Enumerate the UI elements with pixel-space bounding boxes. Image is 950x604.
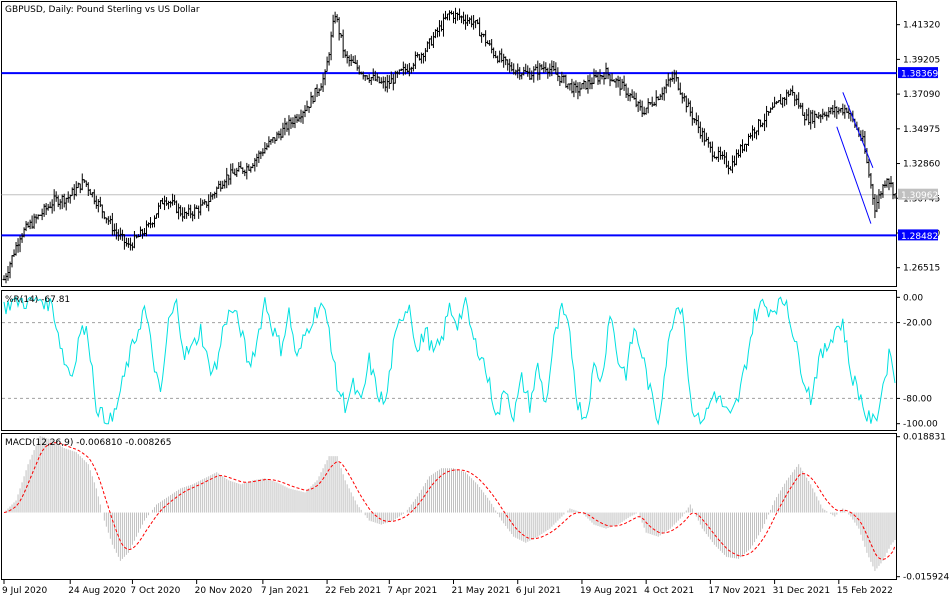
x-tick-label: 21 May 2021 (452, 586, 511, 596)
x-tick-label: 7 Oct 2020 (130, 586, 180, 596)
x-tick-label: 22 Feb 2021 (325, 586, 381, 596)
price-level-tag-label: 1.38369 (901, 70, 938, 80)
x-tick-label: 6 Jul 2021 (516, 586, 561, 596)
price-level-tag-label: 1.28482 (901, 232, 938, 242)
y-tick-label: 1.41320 (903, 21, 940, 31)
price-levels (1, 72, 897, 237)
macd-label: MACD(12,26,9) -0.006810 -0.008265 (5, 438, 171, 448)
price-level-tag (898, 67, 938, 79)
x-tick-label: 31 Dec 2021 (773, 586, 831, 596)
y-tick-label: -20.00 (903, 319, 932, 329)
ohlc-bar (893, 193, 897, 199)
x-tick-label: 20 Nov 2020 (195, 586, 253, 596)
y-tick-label: -100.00 (903, 420, 938, 430)
y-tick-label: 1.26515 (903, 264, 940, 274)
price-level-tag (898, 229, 938, 241)
y-tick-label: 0.00 (903, 293, 923, 303)
price-level-labels: 1.38369 1.28482 1.30962 (898, 67, 938, 242)
price-level-tag (898, 188, 938, 200)
wpr-y-axis: 0.00 -20.00 -80.00 -100.00 (896, 293, 938, 430)
y-tick-label: 0.018831 (903, 433, 946, 443)
x-axis: 9 Jul 2020 24 Aug 2020 7 Oct 2020 20 Nov 20… (2, 580, 893, 596)
chart-title: GBPUSD, Daily: Pound Sterling vs US Doll… (5, 5, 200, 15)
x-tick-label: 7 Apr 2021 (387, 586, 437, 596)
trendline (842, 92, 874, 168)
wpr-panel-frame (1, 290, 897, 431)
y-tick-label: 1.37090 (903, 90, 940, 100)
x-tick-label: 4 Oct 2021 (644, 586, 694, 596)
macd-y-axis: 0.018831 -0.015924 (896, 433, 949, 583)
x-tick-label: 7 Jan 2021 (261, 586, 309, 596)
macd-signal-line (3, 442, 896, 560)
x-tick-label: 24 Aug 2020 (68, 586, 126, 596)
x-tick-label: 15 Feb 2022 (837, 586, 893, 596)
y-tick-label: 1.32860 (903, 160, 940, 170)
trendlines (836, 92, 874, 224)
y-tick-label: 1.34975 (903, 125, 940, 135)
trendline (836, 126, 872, 224)
wpr-series (3, 296, 896, 426)
price-bars (2, 7, 897, 284)
y-tick-label: -0.015924 (903, 573, 949, 583)
y-tick-label: -80.00 (903, 394, 932, 404)
price-panel-frame (1, 1, 897, 287)
price-level-tag-label: 1.30962 (901, 191, 938, 201)
x-tick-label: 9 Jul 2020 (2, 586, 47, 596)
macd-signal-line (3, 442, 896, 560)
x-tick-label: 17 Nov 2021 (708, 586, 766, 596)
macd-panel-frame (1, 433, 897, 580)
wpr-line (3, 296, 896, 426)
wpr-label: %R(14) -67.81 (5, 295, 70, 305)
wpr-levels (2, 322, 896, 399)
x-tick-label: 19 Aug 2021 (580, 586, 638, 596)
y-tick-label: 1.39205 (903, 55, 940, 65)
